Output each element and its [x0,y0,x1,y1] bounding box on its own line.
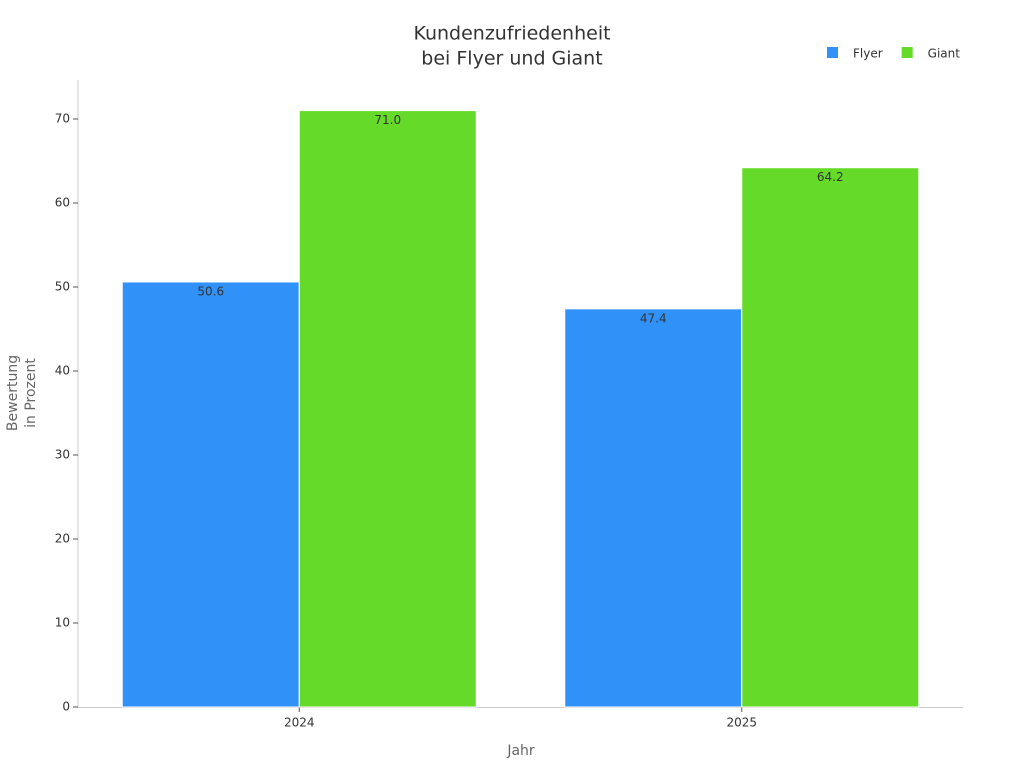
chart-title: Kundenzufriedenheit [413,23,610,45]
data-label: 64.2 [817,170,844,184]
y-tick-label: 10 [55,616,70,630]
x-axis-label: Jahr [506,743,535,759]
bar [121,281,300,708]
legend-label: Flyer [853,47,883,61]
data-label: 47.4 [640,311,667,325]
y-tick-label: 70 [55,112,70,126]
y-tick-label: 40 [55,364,70,378]
y-axis-label: Bewertung in Prozent [5,355,39,431]
y-tick-label: 50 [55,280,70,294]
y-axis-label-line: in Prozent [23,358,39,428]
y-axis-label-line: Bewertung [5,355,21,431]
bar [298,110,477,708]
y-tick-label: 60 [55,196,70,210]
y-tick-label: 30 [55,448,70,462]
legend-swatch [827,47,838,58]
data-label: 71.0 [374,113,401,127]
x-tick-label: 2025 [726,716,757,730]
bar [564,308,743,708]
x-tick-label: 2024 [284,716,315,730]
bar [741,167,920,708]
y-tick-label: 0 [62,700,70,714]
chart-title: bei Flyer und Giant [421,48,602,70]
legend-label: Giant [928,47,961,61]
legend-swatch [901,47,913,58]
y-tick-label: 20 [55,532,70,546]
data-label: 50.6 [197,284,224,298]
